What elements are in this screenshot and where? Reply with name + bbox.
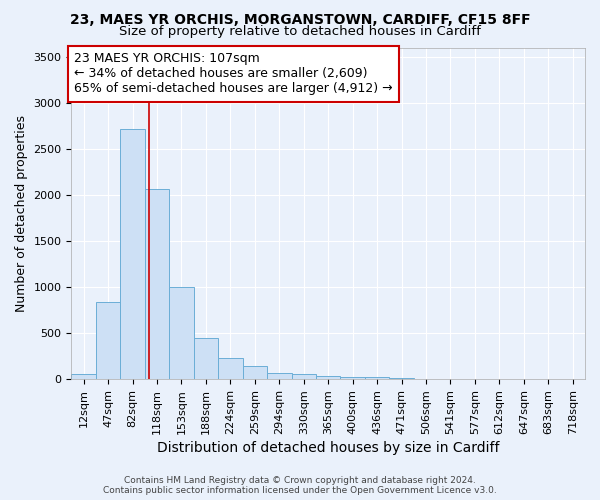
Text: Contains HM Land Registry data © Crown copyright and database right 2024.
Contai: Contains HM Land Registry data © Crown c… xyxy=(103,476,497,495)
Text: 23 MAES YR ORCHIS: 107sqm
← 34% of detached houses are smaller (2,609)
65% of se: 23 MAES YR ORCHIS: 107sqm ← 34% of detac… xyxy=(74,52,392,96)
Bar xyxy=(389,378,414,379)
Bar xyxy=(71,374,96,379)
Bar xyxy=(96,302,121,379)
Bar xyxy=(242,366,267,379)
Bar xyxy=(292,374,316,379)
Bar xyxy=(267,373,292,379)
Bar xyxy=(218,358,242,379)
Text: Size of property relative to detached houses in Cardiff: Size of property relative to detached ho… xyxy=(119,25,481,38)
Bar xyxy=(316,376,340,379)
Text: 23, MAES YR ORCHIS, MORGANSTOWN, CARDIFF, CF15 8FF: 23, MAES YR ORCHIS, MORGANSTOWN, CARDIFF… xyxy=(70,12,530,26)
Bar xyxy=(365,378,389,379)
Bar xyxy=(145,190,169,379)
Bar xyxy=(121,128,145,379)
X-axis label: Distribution of detached houses by size in Cardiff: Distribution of detached houses by size … xyxy=(157,441,499,455)
Y-axis label: Number of detached properties: Number of detached properties xyxy=(15,115,28,312)
Bar xyxy=(340,377,365,379)
Bar xyxy=(194,338,218,379)
Bar xyxy=(169,287,194,379)
